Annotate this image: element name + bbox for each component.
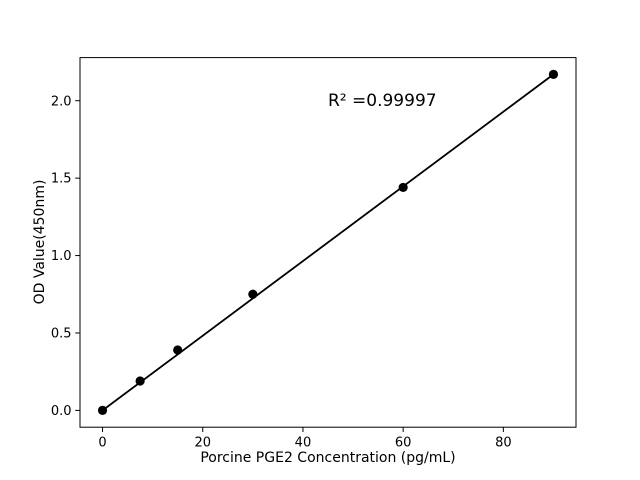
x-tick-label: 40	[295, 436, 312, 451]
data-point	[135, 376, 145, 386]
y-tick-label: 1.0	[51, 249, 72, 264]
x-tick-label: 0	[98, 436, 106, 451]
y-tick-label: 0.5	[51, 327, 72, 342]
data-point	[398, 182, 408, 193]
data-point	[248, 289, 258, 299]
x-tick-label: 20	[194, 436, 211, 451]
data-point	[97, 405, 108, 415]
plot-border	[79, 57, 577, 428]
fit-line	[102, 73, 554, 412]
data-point	[173, 345, 183, 355]
x-tick-label: 60	[395, 436, 412, 451]
x-tick-label: 80	[495, 436, 512, 451]
y-tick-label: 0.0	[51, 404, 72, 419]
y-axis-label: OD Value(450nm)	[32, 180, 48, 305]
x-axis-label: Porcine PGE2 Concentration (pg/mL)	[200, 450, 455, 466]
data-point	[548, 69, 559, 79]
y-tick-label: 2.0	[51, 94, 72, 109]
y-tick-label: 1.5	[51, 172, 72, 187]
r-squared-annotation: R² =0.99997	[328, 91, 437, 111]
